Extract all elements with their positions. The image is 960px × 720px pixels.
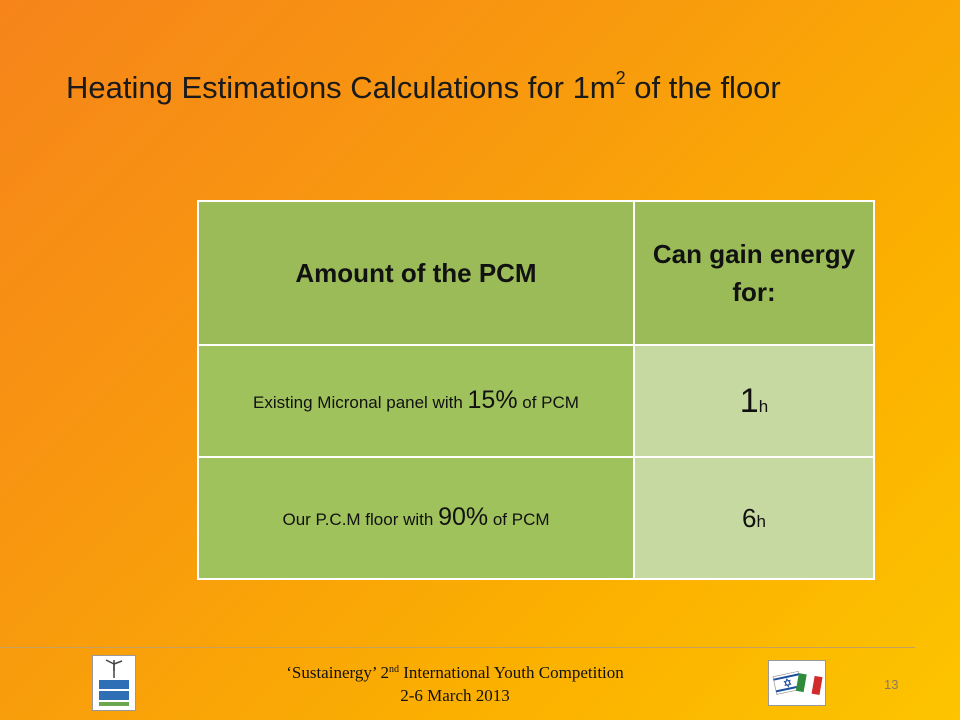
duration-unit: h xyxy=(756,511,766,531)
table-row: Our P.C.M floor with 90% of PCM 6h xyxy=(197,456,875,580)
row-description: Our P.C.M floor with 90% of PCM xyxy=(197,456,635,580)
row-description: Existing Micronal panel with 15% of PCM xyxy=(197,344,635,458)
footer-date-line: 2-6 March 2013 xyxy=(400,686,510,705)
row-duration: 1h xyxy=(633,344,875,458)
eilat-eilot-logo-icon xyxy=(92,655,136,711)
table-row: Existing Micronal panel with 15% of PCM … xyxy=(197,344,875,458)
row-desc-text: of PCM xyxy=(488,509,550,529)
footer-text: ‘Sustainergy’ 2nd International Youth Co… xyxy=(220,661,690,707)
row-desc-text: Our P.C.M floor with xyxy=(282,509,439,529)
title-text: Heating Estimations Calculations for 1m xyxy=(66,70,616,105)
row-percentage: 15% xyxy=(467,385,518,414)
header-amount: Amount of the PCM xyxy=(197,200,635,346)
page-number: 13 xyxy=(884,677,899,692)
footer-competition-line: ‘Sustainergy’ 2nd International Youth Co… xyxy=(220,661,690,684)
title-text-end: of the floor xyxy=(625,70,781,105)
footer-divider xyxy=(0,647,915,648)
row-percentage: 90% xyxy=(438,502,489,531)
footer-text-part: International Youth Competition xyxy=(399,663,624,682)
slide-title: Heating Estimations Calculations for 1m2… xyxy=(66,68,946,106)
row-duration: 6h xyxy=(633,456,875,580)
row-desc-text: of PCM xyxy=(517,392,579,412)
footer-superscript: nd xyxy=(389,664,399,675)
table-header-row: Amount of the PCM Can gain energy for: xyxy=(197,200,875,346)
title-superscript: 2 xyxy=(615,68,626,88)
duration-value: 1 xyxy=(739,381,759,420)
pcm-table: Amount of the PCM Can gain energy for: E… xyxy=(197,200,875,580)
footer-text-part: ‘Sustainergy’ 2 xyxy=(286,663,389,682)
duration-value: 6 xyxy=(742,502,757,533)
duration-unit: h xyxy=(758,396,769,416)
header-energy: Can gain energy for: xyxy=(633,200,875,346)
israel-italy-flags-icon xyxy=(768,660,826,706)
row-desc-text: Existing Micronal panel with xyxy=(253,392,468,412)
